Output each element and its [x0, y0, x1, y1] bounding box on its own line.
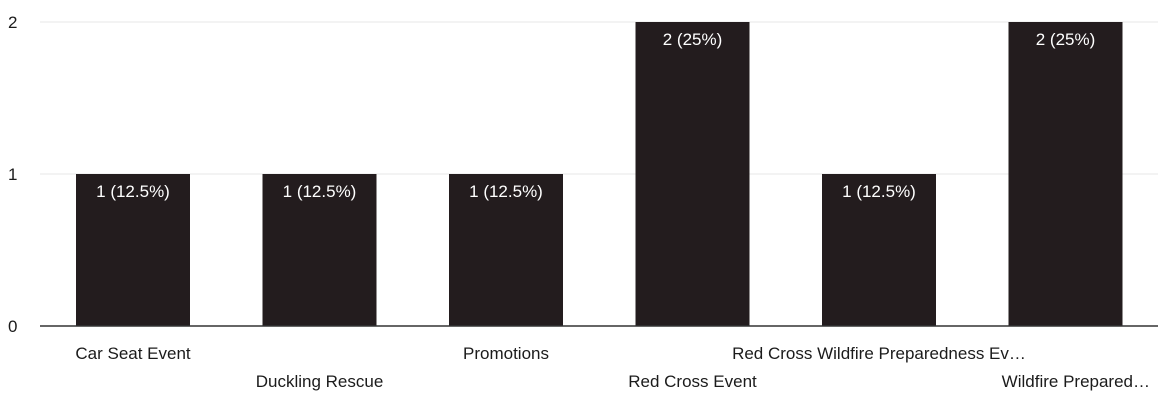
bar-data-label: 1 (12.5%)	[96, 182, 170, 201]
bar[interactable]	[262, 174, 377, 326]
bar-data-label: 2 (25%)	[1036, 30, 1096, 49]
y-tick-label: 0	[8, 317, 17, 336]
bar[interactable]	[76, 174, 190, 326]
bar[interactable]	[449, 174, 563, 326]
data-labels-layer: 1 (12.5%) 1 (12.5%) 1 (12.5%) 2 (25%) 1 (12.…	[96, 30, 1095, 201]
bars-layer	[76, 22, 1123, 326]
grid-layer	[40, 21, 1158, 175]
bar-data-label: 1 (12.5%)	[283, 182, 357, 201]
y-axis-ticks: 0 1 2	[8, 13, 17, 336]
bar[interactable]	[822, 174, 936, 326]
bar-data-label: 1 (12.5%)	[842, 182, 916, 201]
x-category-label: Car Seat Event	[75, 344, 191, 363]
bar-data-label: 1 (12.5%)	[469, 182, 543, 201]
x-category-label: Duckling Rescue	[256, 372, 384, 391]
x-category-label: Red Cross Event	[628, 372, 757, 391]
bar-data-label: 2 (25%)	[663, 30, 723, 49]
bar[interactable]	[635, 22, 750, 326]
bar[interactable]	[1008, 22, 1123, 326]
y-tick-label: 2	[8, 13, 17, 32]
y-tick-label: 1	[8, 165, 17, 184]
category-labels-layer: Car Seat Event Duckling Rescue Promotions R…	[75, 344, 1150, 391]
x-category-label: Red Cross Wildfire Preparedness Ev…	[732, 344, 1026, 363]
x-category-label: Promotions	[463, 344, 549, 363]
x-category-label: Wildfire Prepared…	[1002, 372, 1150, 391]
